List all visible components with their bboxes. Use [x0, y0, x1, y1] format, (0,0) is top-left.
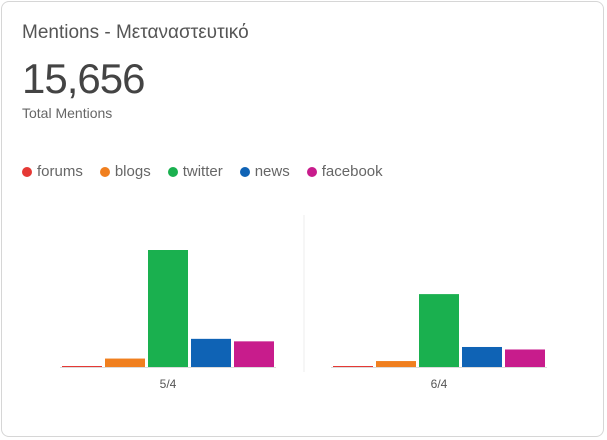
bar-blogs-6/4[interactable]: [376, 361, 416, 367]
legend-item-facebook[interactable]: facebook: [306, 163, 383, 180]
bar-twitter-6/4[interactable]: [419, 294, 459, 367]
legend-item-forums[interactable]: forums: [22, 163, 83, 180]
legend-dot-forums: [22, 166, 32, 177]
bar-news-6/4[interactable]: [462, 346, 502, 367]
bar-facebook-5/4[interactable]: [234, 341, 274, 367]
legend-label-news: news: [254, 163, 290, 180]
bar-blogs-5/4[interactable]: [105, 358, 145, 367]
legend-dot-news: [239, 166, 250, 177]
legend-item-news[interactable]: news: [239, 163, 290, 180]
legend-dot-twitter: [167, 166, 178, 177]
bar-forums-5/4[interactable]: [62, 366, 102, 367]
legend-item-blogs[interactable]: blogs: [99, 163, 151, 180]
legend-item-twitter[interactable]: twitter: [167, 163, 223, 180]
legend-dot-facebook: [306, 166, 317, 177]
bar-facebook-6/4[interactable]: [505, 349, 545, 367]
legend-dot-blogs: [99, 166, 110, 177]
total-mentions-value: 15,656: [22, 55, 145, 102]
total-mentions-label: Total Mentions: [22, 105, 113, 121]
legend-label-forums: forums: [37, 163, 83, 180]
chart-legend: forums blogs twitter news facebook: [22, 163, 383, 180]
legend-label-blogs: blogs: [114, 163, 151, 180]
bar-twitter-5/4[interactable]: [148, 250, 188, 367]
x-tick-label: 5/4: [160, 377, 177, 391]
legend-label-facebook: facebook: [321, 163, 383, 180]
bar-forums-6/4[interactable]: [333, 366, 373, 367]
legend-label-twitter: twitter: [182, 163, 223, 180]
x-tick-label: 6/4: [431, 377, 448, 391]
bar-news-5/4[interactable]: [191, 338, 231, 367]
widget-title: Mentions - Μεταναστευτικό: [22, 22, 249, 43]
